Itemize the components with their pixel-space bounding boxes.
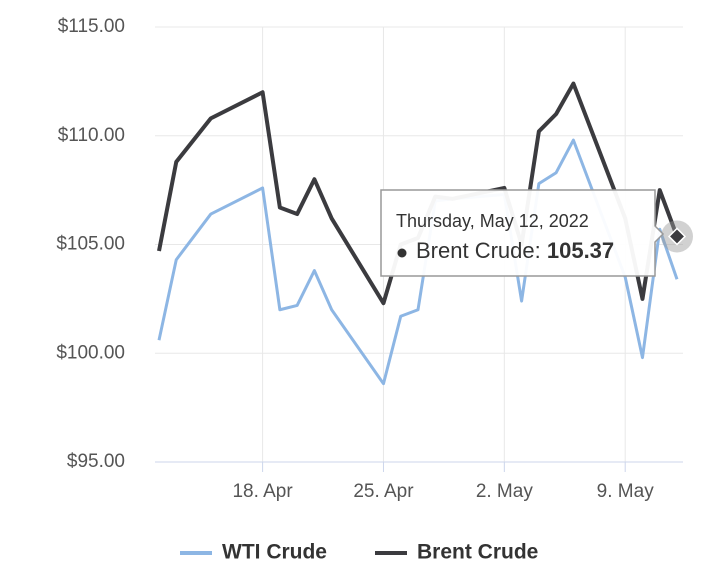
hover-marker [667, 227, 687, 246]
x-tick-label: 2. May [476, 481, 534, 502]
tooltip: Thursday, May 12, 2022 Brent Crude: 105.3… [380, 189, 665, 277]
tooltip-box [380, 189, 665, 277]
x-tick-label: 18. Apr [232, 481, 293, 502]
tooltip-dot [397, 248, 407, 258]
tooltip-value: 105.37 [547, 238, 614, 263]
legend-label[interactable]: Brent Crude [417, 541, 538, 564]
y-tick-label: $95.00 [67, 451, 125, 472]
tooltip-date: Thursday, May 12, 2022 [396, 211, 589, 231]
y-tick-label: $100.00 [56, 342, 125, 363]
y-tick-label: $105.00 [56, 234, 125, 255]
legend-label[interactable]: WTI Crude [222, 541, 327, 564]
x-tick-label: 9. May [597, 481, 655, 502]
tooltip-line: Brent Crude: 105.37 [416, 238, 614, 263]
tooltip-label: Brent Crude: [416, 238, 541, 263]
y-tick-label: $115.00 [58, 16, 125, 37]
y-tick-label: $110.00 [58, 125, 125, 146]
x-tick-label: 25. Apr [353, 481, 414, 502]
